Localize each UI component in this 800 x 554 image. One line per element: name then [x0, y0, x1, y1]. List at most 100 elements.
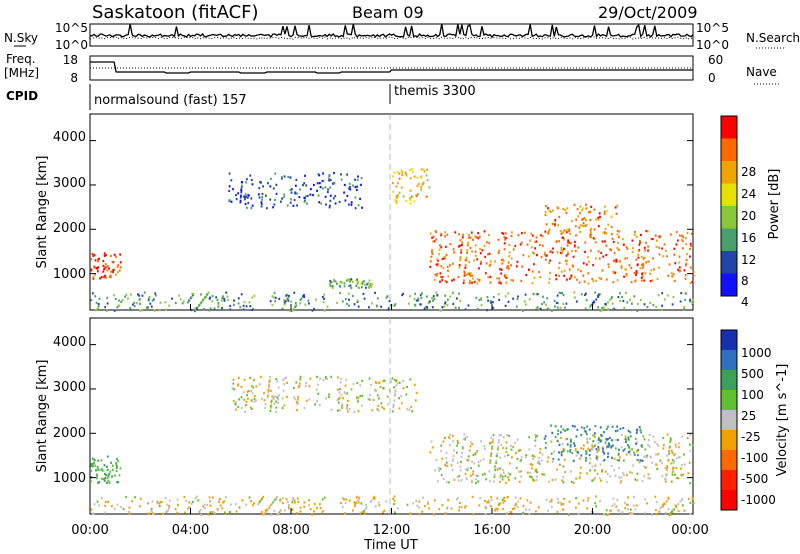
- power-scatter-point: [440, 309, 443, 312]
- power-scatter-point: [686, 252, 688, 256]
- power-scatter-point: [469, 272, 472, 275]
- velocity-scatter-point: [642, 435, 645, 438]
- velocity-scatter-point: [645, 456, 648, 459]
- power-scatter-point: [691, 300, 693, 303]
- velocity-scatter-point: [636, 450, 638, 453]
- power-scatter-point: [555, 274, 557, 277]
- power-scatter-point: [349, 185, 351, 189]
- velocity-scatter-point: [522, 504, 525, 507]
- velocity-scatter-point: [615, 438, 617, 441]
- power-scatter-point: [487, 299, 489, 302]
- velocity-scatter-point: [617, 452, 620, 455]
- velocity-scatter-point: [318, 403, 321, 407]
- power-scatter-point: [480, 303, 483, 307]
- power-scatter-point: [348, 298, 350, 301]
- velocity-scatter-point: [496, 497, 499, 500]
- velocity-scatter-point: [550, 424, 552, 427]
- power-scatter-point: [443, 257, 446, 260]
- velocity-scatter-point: [575, 435, 578, 438]
- velocity-scatter-point: [588, 449, 591, 452]
- power-scatter-point: [133, 305, 136, 308]
- power-scatter-point: [423, 307, 426, 310]
- power-scatter-point: [444, 231, 447, 234]
- velocity-scatter-point: [348, 499, 351, 502]
- power-scatter-point: [469, 274, 472, 277]
- velocity-scatter-point: [472, 453, 475, 457]
- velocity-scatter-point: [519, 449, 522, 452]
- velocity-scatter-point: [677, 446, 680, 449]
- power-scatter-point: [209, 296, 211, 299]
- velocity-scatter-point: [652, 435, 655, 438]
- velocity-scatter-point: [561, 508, 564, 511]
- power-scatter-point: [600, 308, 603, 311]
- velocity-scatter-point: [479, 459, 482, 462]
- power-scatter-point: [504, 238, 506, 241]
- velocity-scatter-point: [252, 504, 254, 507]
- power-scatter-point: [572, 255, 575, 258]
- velocity-scatter-point: [169, 499, 171, 502]
- power-scatter-point: [625, 246, 628, 249]
- velocity-scatter-point: [115, 466, 118, 470]
- power-scatter-point: [675, 243, 678, 246]
- power-scatter-point: [609, 248, 611, 251]
- power-scatter-point: [546, 307, 549, 310]
- power-scatter-point: [459, 239, 462, 242]
- velocity-scatter-point: [634, 508, 637, 511]
- velocity-scatter-point: [480, 440, 482, 443]
- velocity-scatter-point: [115, 464, 118, 468]
- power-scatter-point: [589, 305, 592, 308]
- velocity-scatter-point: [378, 397, 380, 400]
- power-scatter-point: [582, 262, 585, 265]
- velocity-scatter-point: [575, 506, 577, 509]
- power-scatter-point: [677, 268, 680, 271]
- power-scatter-point: [611, 302, 614, 305]
- power-scatter-point: [293, 291, 296, 294]
- power-scatter-point: [409, 177, 412, 180]
- velocity-scatter-point: [483, 472, 486, 475]
- velocity-scatter-point: [608, 436, 611, 439]
- velocity-scatter-point: [560, 425, 563, 428]
- velocity-scatter-point: [270, 513, 273, 516]
- power-scatter-point: [690, 232, 693, 235]
- velocity-scatter-point: [509, 473, 512, 476]
- power-scatter-point: [221, 306, 223, 310]
- velocity-scatter-point: [393, 386, 395, 389]
- velocity-scatter-point: [607, 513, 610, 516]
- power-scatter-point: [566, 241, 569, 244]
- power-scatter-point: [105, 253, 107, 257]
- velocity-scatter-point: [97, 481, 99, 484]
- power-scatter-point: [536, 306, 539, 309]
- power-scatter-point: [289, 201, 292, 204]
- velocity-scatter-point: [321, 498, 324, 501]
- power-scatter-point: [456, 297, 458, 300]
- power-scatter-point: [524, 303, 527, 306]
- power-scatter-point: [474, 254, 477, 257]
- power-scatter-point: [498, 280, 501, 283]
- power-scatter-point: [626, 301, 629, 304]
- velocity-scatter-point: [282, 389, 285, 392]
- velocity-ytick-2000: 2000: [53, 426, 86, 441]
- velocity-scatter-point: [422, 496, 425, 499]
- power-scatter-point: [329, 284, 332, 287]
- velocity-scatter-point: [534, 444, 537, 448]
- station-title: Saskatoon (fitACF): [92, 2, 259, 23]
- power-scatter-point: [598, 293, 600, 296]
- velocity-scatter-point: [457, 441, 459, 445]
- velocity-colorbar-block: [721, 370, 737, 391]
- velocity-scatter-point: [395, 379, 398, 382]
- power-scatter-point: [467, 272, 469, 275]
- velocity-scatter-point: [551, 478, 554, 482]
- velocity-scatter-point: [488, 442, 491, 445]
- velocity-scatter-point: [608, 444, 611, 447]
- power-scatter-point: [671, 275, 674, 278]
- power-scatter-point: [413, 298, 416, 301]
- velocity-scatter-point: [529, 471, 531, 474]
- velocity-scatter-point: [592, 478, 595, 481]
- power-scatter-point: [332, 197, 335, 200]
- x-axis: 00:00 04:00 08:00 12:00 16:00 20:00 00:0…: [71, 523, 708, 553]
- power-scatter-point: [439, 244, 441, 247]
- beam-title: Beam 09: [352, 3, 424, 22]
- velocity-scatter-point: [264, 509, 267, 512]
- velocity-scatter-point: [372, 497, 375, 500]
- power-scatter-point: [591, 277, 594, 281]
